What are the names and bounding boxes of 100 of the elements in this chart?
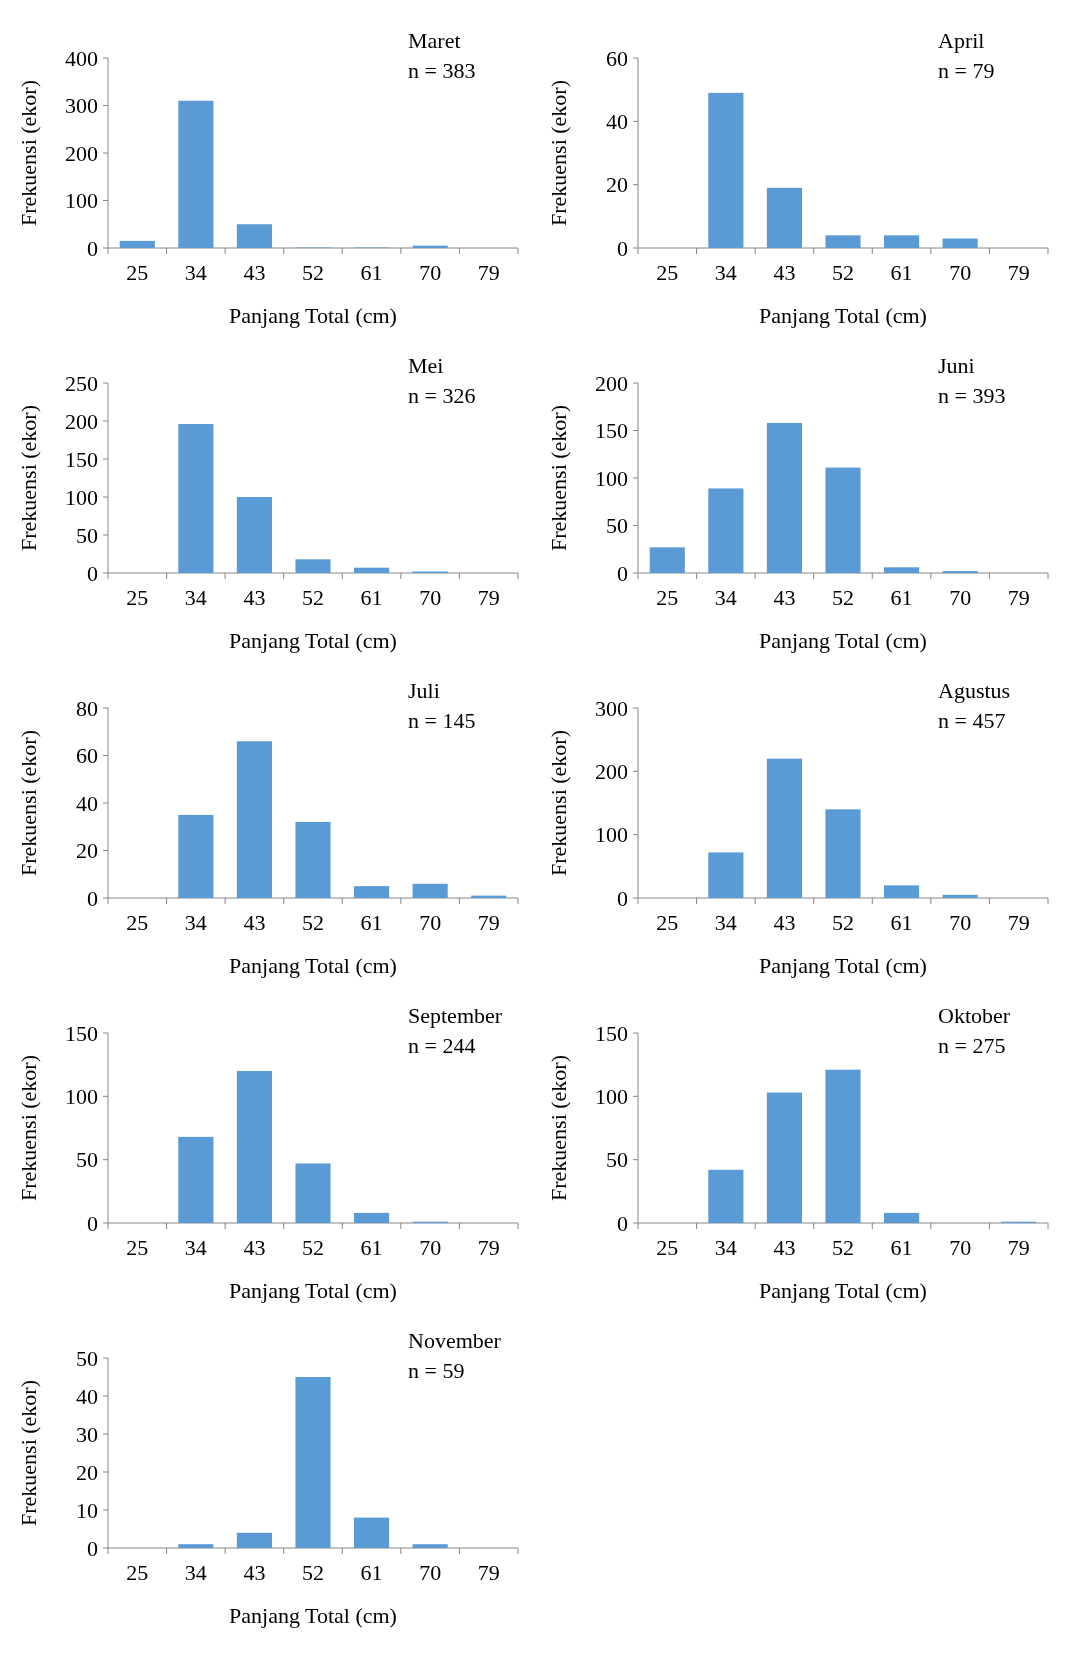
chart-subtitle: n = 326	[408, 383, 476, 408]
y-tick-label: 150	[595, 418, 628, 444]
x-tick-label: 34	[714, 910, 737, 935]
x-tick-label: 25	[656, 585, 679, 610]
x-tick-label: 61	[890, 910, 913, 935]
x-axis-title: Panjang Total (cm)	[759, 628, 927, 653]
bar	[884, 885, 920, 898]
bar	[766, 758, 802, 898]
bar	[766, 1092, 802, 1223]
y-tick-label: 200	[65, 408, 98, 434]
y-axis-title: Frekuensi (ekor)	[546, 1054, 571, 1202]
y-axis-title: Frekuensi (ekor)	[16, 729, 41, 877]
x-tick-label: 25	[656, 1235, 679, 1260]
x-tick-label: 34	[714, 260, 737, 285]
chart-subtitle: n = 457	[938, 708, 1006, 733]
chart-subtitle: n = 393	[938, 383, 1006, 408]
y-tick-label: 50	[76, 1147, 98, 1173]
bar	[649, 547, 685, 573]
y-axis-title: Frekuensi (ekor)	[546, 79, 571, 227]
bar	[766, 187, 802, 248]
chart-title: Juli	[408, 678, 440, 703]
bar	[412, 1544, 448, 1548]
bar	[884, 235, 920, 248]
x-tick-label: 52	[832, 260, 854, 285]
chart-subtitle: n = 79	[938, 58, 995, 83]
x-tick-label: 52	[302, 585, 324, 610]
x-tick-label: 52	[832, 910, 854, 935]
x-tick-label: 79	[477, 1560, 500, 1585]
bar	[295, 1377, 331, 1548]
x-axis-title: Panjang Total (cm)	[229, 303, 397, 328]
bar	[295, 822, 331, 898]
x-tick-label: 70	[949, 910, 972, 935]
x-tick-label: 25	[656, 260, 679, 285]
x-axis-title: Panjang Total (cm)	[229, 1278, 397, 1303]
x-tick-label: 52	[302, 260, 324, 285]
x-tick-label: 43	[773, 910, 796, 935]
bar	[825, 235, 861, 248]
y-tick-label: 0	[617, 560, 628, 586]
x-tick-label: 70	[949, 585, 972, 610]
x-tick-label: 70	[419, 910, 442, 935]
chart-subtitle: n = 59	[408, 1358, 465, 1383]
x-tick-label: 79	[477, 585, 500, 610]
x-tick-label: 79	[477, 1235, 500, 1260]
y-tick-label: 150	[595, 1020, 628, 1046]
bar	[178, 814, 214, 898]
x-tick-label: 25	[126, 1235, 149, 1260]
x-tick-label: 79	[1007, 585, 1030, 610]
bar	[354, 886, 390, 898]
x-tick-label: 34	[714, 585, 737, 610]
y-axis-title: Frekuensi (ekor)	[16, 79, 41, 227]
y-tick-label: 0	[87, 1210, 98, 1236]
x-tick-label: 70	[949, 260, 972, 285]
bar	[178, 1136, 214, 1223]
y-tick-label: 20	[606, 172, 628, 198]
y-tick-label: 0	[617, 1210, 628, 1236]
y-tick-label: 200	[595, 759, 628, 785]
bar	[942, 894, 978, 898]
x-tick-label: 43	[773, 260, 796, 285]
y-tick-label: 100	[595, 465, 628, 491]
y-tick-label: 40	[606, 109, 628, 135]
chart-title: Mei	[408, 353, 444, 378]
y-tick-label: 60	[606, 45, 628, 71]
x-axis-title: Panjang Total (cm)	[759, 953, 927, 978]
x-tick-label: 70	[419, 585, 442, 610]
bar	[236, 497, 272, 573]
bar	[236, 1071, 272, 1223]
x-tick-label: 70	[419, 1560, 442, 1585]
x-tick-label: 34	[184, 1235, 207, 1260]
chart-title: Agustus	[938, 678, 1011, 703]
y-axis-title: Frekuensi (ekor)	[16, 1054, 41, 1202]
y-tick-label: 150	[65, 446, 98, 472]
x-tick-label: 52	[302, 1235, 324, 1260]
x-tick-label: 61	[890, 585, 913, 610]
bar	[119, 240, 155, 248]
x-tick-label: 43	[243, 260, 266, 285]
x-tick-label: 61	[360, 585, 383, 610]
chart-title: Maret	[408, 28, 461, 53]
x-tick-label: 70	[419, 260, 442, 285]
y-axis-title: Frekuensi (ekor)	[546, 729, 571, 877]
y-tick-label: 30	[76, 1421, 98, 1447]
bar	[412, 883, 448, 898]
y-tick-label: 50	[606, 1147, 628, 1173]
bar	[942, 238, 978, 248]
y-tick-label: 0	[87, 235, 98, 261]
x-tick-label: 79	[1007, 910, 1030, 935]
bar	[884, 1212, 920, 1223]
bar	[295, 1163, 331, 1223]
y-tick-label: 0	[617, 235, 628, 261]
x-tick-label: 25	[126, 1560, 149, 1585]
x-tick-label: 25	[126, 910, 149, 935]
bar	[236, 224, 272, 248]
y-tick-label: 20	[76, 1459, 98, 1485]
chart-title: September	[408, 1003, 503, 1028]
y-tick-label: 0	[617, 885, 628, 911]
x-tick-label: 43	[243, 910, 266, 935]
bar	[236, 741, 272, 898]
x-axis-title: Panjang Total (cm)	[229, 1603, 397, 1628]
bar	[825, 809, 861, 898]
x-tick-label: 43	[243, 1560, 266, 1585]
x-tick-label: 34	[184, 585, 207, 610]
